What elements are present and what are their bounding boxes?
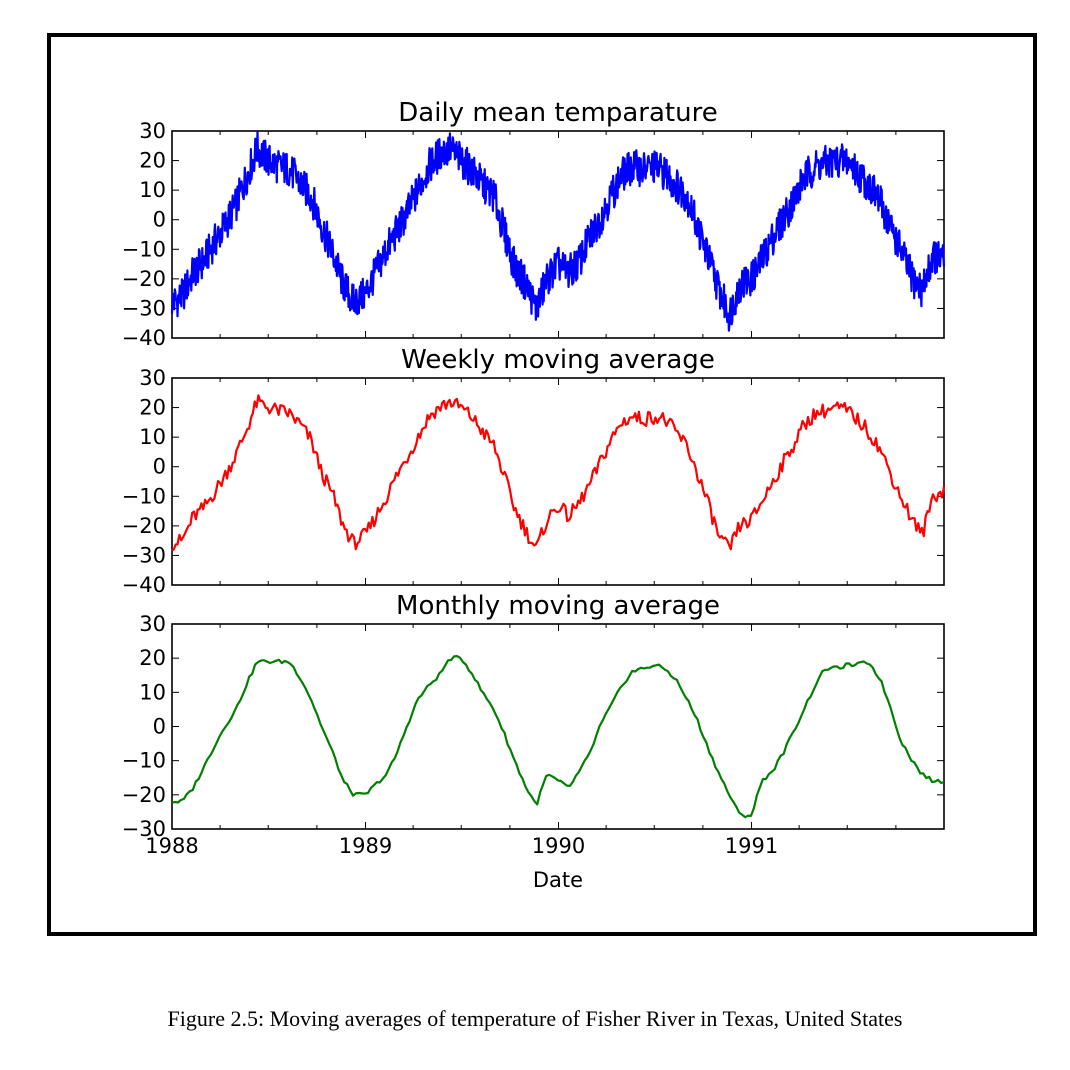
x-tick-label: 1988 bbox=[145, 834, 198, 858]
panel-title-2: Weekly moving average bbox=[401, 345, 715, 375]
plot-area-2 bbox=[171, 377, 945, 586]
y-tick-label: 30 bbox=[139, 119, 166, 143]
y-tick-label: −30 bbox=[122, 543, 166, 567]
panel-title-3: Monthly moving average bbox=[396, 591, 720, 621]
series-line-2 bbox=[171, 394, 946, 552]
plot-area-1 bbox=[171, 130, 945, 339]
y-tick-label: −40 bbox=[122, 573, 166, 597]
x-axis-label: Date bbox=[533, 868, 583, 892]
y-tick-label: 10 bbox=[139, 178, 166, 202]
figure-frame: Daily mean temparature 30 20 10 0 −10 −20 −30 −4… bbox=[47, 33, 1037, 936]
y-tick-label: −10 bbox=[122, 237, 166, 261]
y-tick-label: 30 bbox=[139, 612, 166, 636]
x-tick-label: 1989 bbox=[339, 834, 392, 858]
y-tick-label: 0 bbox=[153, 715, 166, 739]
chart-figure: Daily mean temparature 30 20 10 0 −10 −20 −30 −4… bbox=[122, 98, 946, 892]
y-tick-label: −20 bbox=[122, 514, 166, 538]
y-tick-label: 30 bbox=[139, 366, 166, 390]
y-tick-label: 20 bbox=[139, 149, 166, 173]
y-tick-label: −30 bbox=[122, 817, 166, 841]
series-line-1 bbox=[170, 131, 946, 332]
y-tick-label: 20 bbox=[139, 396, 166, 420]
panel-title-1: Daily mean temparature bbox=[398, 98, 717, 128]
y-tick-label: −10 bbox=[122, 484, 166, 508]
figure-caption: Figure 2.5: Moving averages of temperatu… bbox=[167, 1006, 903, 1031]
plot-area-3 bbox=[171, 623, 945, 830]
y-tick-label: 0 bbox=[153, 455, 166, 479]
x-tick-label: 1990 bbox=[532, 834, 585, 858]
y-tick-label: −30 bbox=[122, 296, 166, 320]
y-tick-label: 0 bbox=[153, 208, 166, 232]
y-tick-label: −40 bbox=[122, 326, 166, 350]
y-tick-label: −10 bbox=[122, 749, 166, 773]
y-tick-label: −20 bbox=[122, 783, 166, 807]
y-tick-label: −20 bbox=[122, 267, 166, 291]
y-tick-label: 10 bbox=[139, 680, 166, 704]
y-tick-label: 20 bbox=[139, 646, 166, 670]
series-line-3 bbox=[171, 655, 945, 819]
x-tick-label: 1991 bbox=[725, 834, 778, 858]
y-tick-label: 10 bbox=[139, 425, 166, 449]
